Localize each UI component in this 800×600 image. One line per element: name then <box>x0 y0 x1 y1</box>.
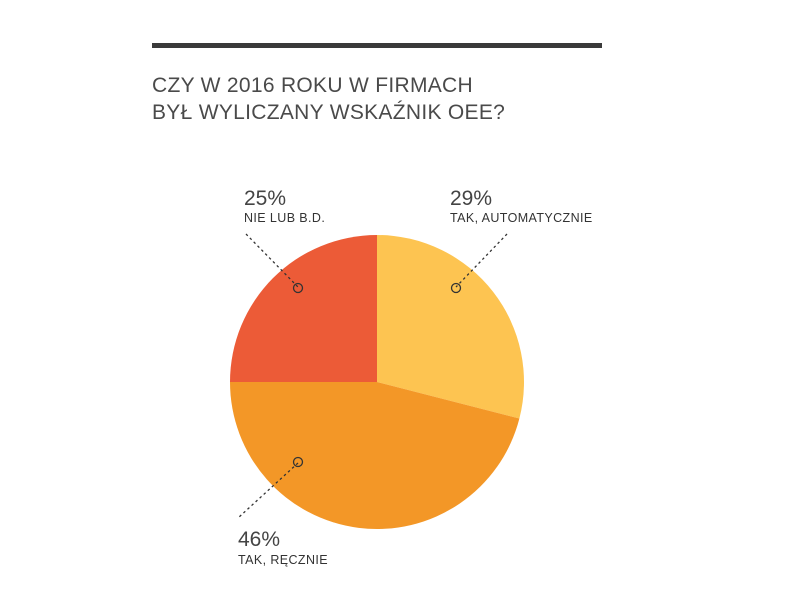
slice-label-nie: NIE LUB B.D. <box>244 211 325 225</box>
leader-line-nie <box>245 233 299 288</box>
pie-slice-nie <box>230 235 377 382</box>
chart-title-line-1: CZY W 2016 ROKU W FIRMACH <box>152 74 473 97</box>
slice-label-recznie: TAK, RĘCZNIE <box>238 553 328 567</box>
slice-percent-automatycznie: 29% <box>450 187 492 210</box>
pie-slice-recznie <box>230 382 520 529</box>
top-rule <box>152 43 602 48</box>
slice-label-automatycznie: TAK, AUTOMATYCZNIE <box>450 211 593 225</box>
chart-title-line-2: BYŁ WYLICZANY WSKAŹNIK OEE? <box>152 101 506 124</box>
marker-automatycznie <box>450 282 462 294</box>
pie-slice-automatycznie <box>377 235 524 419</box>
pie-slices <box>230 235 524 529</box>
leader-line-automatycznie <box>455 233 508 288</box>
marker-recznie <box>292 456 304 468</box>
marker-nie <box>292 282 304 294</box>
slice-percent-recznie: 46% <box>238 528 280 551</box>
chart-title: CZY W 2016 ROKU W FIRMACH BYŁ WYLICZANY … <box>152 72 505 126</box>
leader-line-recznie <box>237 462 299 519</box>
slice-percent-nie: 25% <box>244 187 286 210</box>
